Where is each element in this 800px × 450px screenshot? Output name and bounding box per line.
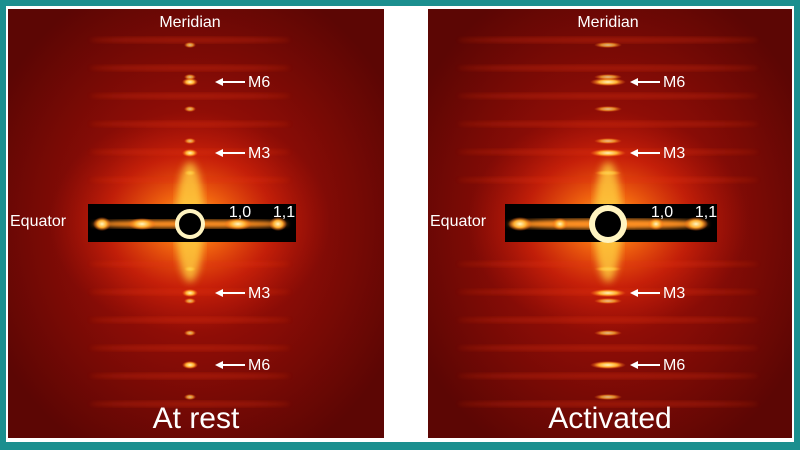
reflection-label: 1,0	[651, 204, 673, 221]
layer-line	[458, 93, 758, 99]
reflection-label: 1,1	[273, 204, 295, 221]
beamstop	[595, 211, 621, 237]
arrow-head	[630, 78, 638, 86]
meridional-spot	[182, 361, 198, 369]
arrow-head	[630, 289, 638, 297]
meridional-spot	[594, 298, 622, 304]
diffraction-panel: Meridian Equator 1,0 1,1 M6 M3 M3 M6 At rest	[8, 9, 384, 438]
layer-line	[90, 93, 290, 99]
equatorial-reflection	[648, 218, 664, 230]
equatorial-reflection	[224, 218, 252, 230]
layer-line	[90, 65, 290, 71]
layer-line	[458, 121, 758, 127]
meridional-spot	[594, 330, 622, 336]
equatorial-reflection	[508, 217, 532, 231]
arrow-head	[215, 78, 223, 86]
meridional-spot	[590, 78, 626, 86]
meridional-spot	[590, 289, 626, 297]
meridional-label: M6	[248, 74, 270, 91]
equator-label: Equator	[10, 213, 67, 230]
equatorial-reflection	[128, 218, 156, 230]
layer-line	[458, 317, 758, 323]
beamstop	[179, 213, 201, 235]
reflection-label: 1,1	[695, 204, 717, 221]
meridional-spot	[182, 78, 198, 86]
meridian-label: Meridian	[577, 14, 638, 31]
meridional-spot	[182, 149, 198, 157]
equatorial-reflection	[684, 217, 708, 231]
layer-line	[458, 373, 758, 379]
meridional-spot	[184, 298, 196, 304]
meridional-spot	[184, 42, 196, 48]
meridional-label: M3	[248, 285, 270, 302]
meridional-spot	[184, 394, 196, 400]
meridional-spot	[184, 138, 196, 144]
arrow-head	[215, 289, 223, 297]
meridional-spot	[184, 106, 196, 112]
layer-line	[458, 37, 758, 43]
panel-caption: At rest	[153, 402, 240, 435]
meridional-label: M6	[248, 357, 270, 374]
meridional-spot	[594, 42, 622, 48]
layer-line	[90, 401, 290, 407]
layer-line	[90, 345, 290, 351]
equatorial-reflection	[269, 217, 287, 231]
meridional-spot	[594, 138, 622, 144]
meridional-spot	[594, 106, 622, 112]
equatorial-reflection	[552, 218, 568, 230]
layer-line	[458, 345, 758, 351]
meridional-spot	[590, 149, 626, 157]
meridional-spot	[184, 330, 196, 336]
layer-line	[90, 373, 290, 379]
layer-line	[90, 317, 290, 323]
arrow-head	[215, 361, 223, 369]
arrow-head	[630, 361, 638, 369]
meridional-label: M6	[663, 74, 685, 91]
layer-line	[458, 401, 758, 407]
equatorial-reflection	[93, 217, 111, 231]
arrow-head	[215, 149, 223, 157]
meridional-label: M6	[663, 357, 685, 374]
meridional-label: M3	[663, 285, 685, 302]
equator-label: Equator	[430, 213, 487, 230]
meridional-spot	[594, 394, 622, 400]
arrow-head	[630, 149, 638, 157]
panel-caption: Activated	[548, 402, 671, 435]
meridional-spot	[590, 361, 626, 369]
diffraction-panel: Meridian Equator 1,0 1,1 M6 M3 M3 M6 Activated	[428, 9, 792, 438]
layer-line	[90, 121, 290, 127]
layer-line	[458, 65, 758, 71]
meridional-label: M3	[248, 145, 270, 162]
layer-line	[90, 37, 290, 43]
meridian-label: Meridian	[159, 14, 220, 31]
meridional-spot	[182, 289, 198, 297]
reflection-label: 1,0	[229, 204, 251, 221]
meridional-label: M3	[663, 145, 685, 162]
